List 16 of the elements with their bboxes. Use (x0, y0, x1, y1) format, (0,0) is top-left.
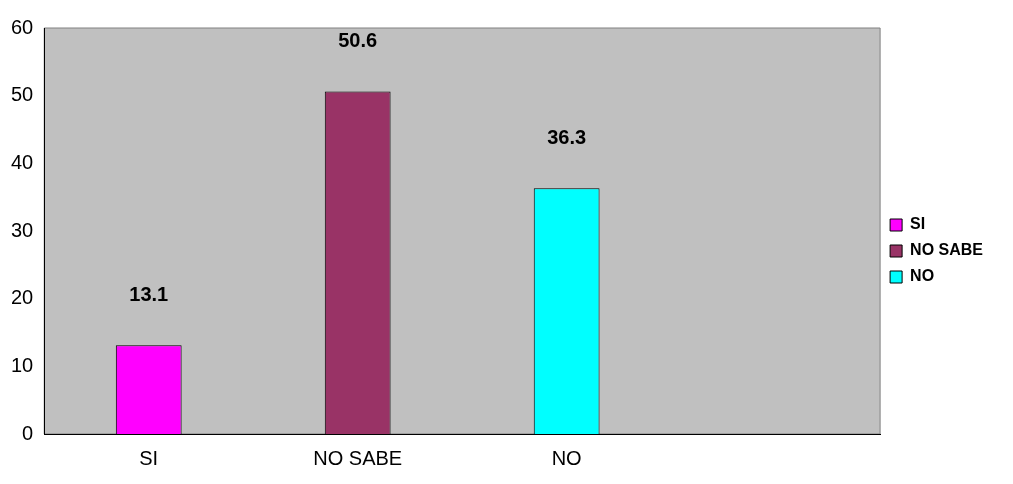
y-tick-label: 40 (11, 150, 34, 173)
y-tick-label: 50 (11, 83, 34, 106)
legend-label: SI (910, 215, 926, 233)
x-tick-label: NO SABE (313, 446, 403, 469)
legend-label: NO (910, 267, 935, 285)
data-label: 36.3 (547, 125, 587, 148)
y-tick-label: 20 (11, 286, 34, 309)
data-label: 50.6 (338, 29, 378, 52)
y-tick-label: 60 (11, 15, 34, 38)
x-tick-label: NO (551, 446, 582, 469)
y-tick-label: 30 (11, 218, 34, 241)
y-tick-label: 0 (22, 421, 34, 444)
y-tick-label: 10 (11, 353, 34, 376)
data-label: 13.1 (129, 282, 169, 305)
x-tick-label: SI (139, 446, 159, 469)
legend-label: NO SABE (910, 241, 984, 259)
